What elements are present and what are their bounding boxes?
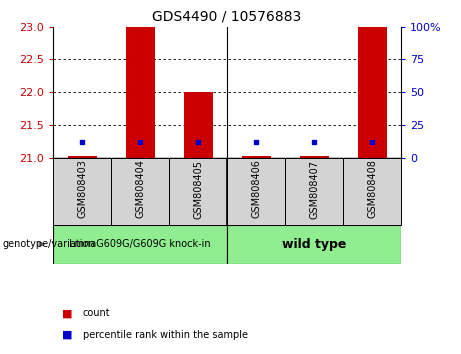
Text: GSM808404: GSM808404: [135, 160, 145, 218]
Bar: [227, 158, 285, 225]
Bar: [227, 225, 401, 264]
Text: GSM808406: GSM808406: [251, 160, 261, 218]
Bar: [300, 156, 329, 158]
Text: percentile rank within the sample: percentile rank within the sample: [83, 330, 248, 339]
Text: count: count: [83, 308, 111, 318]
Text: GSM808403: GSM808403: [77, 160, 87, 218]
Text: GSM808408: GSM808408: [367, 160, 377, 218]
Bar: [183, 92, 213, 158]
Text: genotype/variation: genotype/variation: [2, 239, 95, 249]
Bar: [67, 156, 96, 158]
Bar: [125, 27, 154, 158]
Title: GDS4490 / 10576883: GDS4490 / 10576883: [153, 10, 301, 24]
Bar: [53, 225, 227, 264]
Text: GSM808407: GSM808407: [309, 160, 319, 218]
Bar: [242, 156, 271, 158]
Bar: [285, 158, 343, 225]
Bar: [358, 27, 387, 158]
Bar: [53, 158, 111, 225]
Bar: [169, 158, 227, 225]
Text: LmnaG609G/G609G knock-in: LmnaG609G/G609G knock-in: [69, 239, 211, 249]
Bar: [343, 158, 401, 225]
Text: ■: ■: [62, 330, 73, 339]
Text: wild type: wild type: [282, 238, 346, 251]
Text: GSM808405: GSM808405: [193, 160, 203, 218]
Text: ■: ■: [62, 308, 73, 318]
Bar: [111, 158, 169, 225]
